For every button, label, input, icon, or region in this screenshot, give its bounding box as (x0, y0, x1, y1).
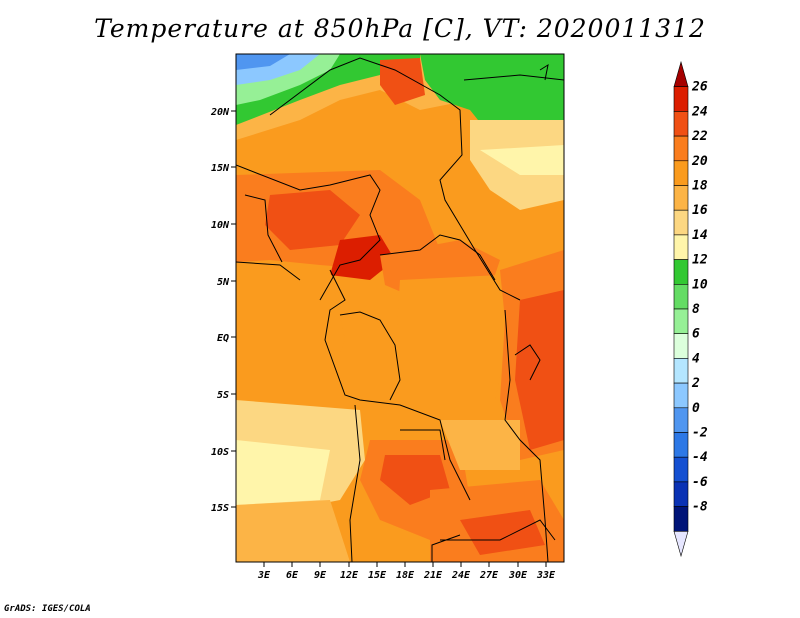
colorbar-label: 20 (691, 154, 708, 169)
colorbar-label: 24 (691, 104, 708, 119)
lon-label: 24E (451, 570, 471, 581)
credit-label: GrADS: IGES/COLA (4, 604, 91, 614)
colorbar-bin (673, 111, 689, 137)
colorbar-bin (673, 185, 689, 211)
colorbar-label: 8 (692, 302, 700, 317)
colorbar-bin (673, 358, 689, 384)
colorbar-label: 2 (691, 376, 700, 391)
colorbar-bin (673, 86, 689, 112)
colorbar-bin (673, 407, 689, 433)
colorbar-label: 18 (692, 179, 708, 194)
colorbar-label: 26 (691, 80, 708, 95)
lat-label: 10N (211, 220, 230, 231)
colorbar-label: 22 (691, 129, 708, 144)
colorbar-bin (673, 456, 689, 483)
lon-label: 30E (508, 570, 528, 581)
colorbar-label: 6 (692, 327, 700, 342)
lon-label: 3E (257, 570, 271, 581)
colorbar-bin (673, 60, 689, 87)
lon-label: 18E (396, 570, 415, 581)
colorbar-bin (673, 209, 689, 236)
chart-title: Temperature at 850hPa [C], VT: 202001131… (94, 14, 706, 43)
colorbar-label: 16 (692, 203, 708, 218)
lon-axis: 3E 6E 9E 12E 15E 18E 21E 24E 27E 30E 33E (257, 562, 556, 581)
colorbar-bin (673, 135, 689, 162)
lon-label: 9E (314, 570, 327, 581)
colorbar-bin (673, 530, 689, 558)
lon-label: 6E (286, 570, 299, 581)
lat-label: 20N (210, 107, 230, 118)
colorbar-label: -6 (692, 475, 708, 490)
colorbar-bin (673, 382, 689, 409)
lon-label: 15E (368, 570, 387, 581)
colorbar-label: -4 (692, 450, 708, 465)
colorbar-bin (673, 506, 689, 532)
lat-label: 5S (217, 390, 229, 401)
lon-label: 33E (536, 570, 556, 581)
lat-label: 15N (211, 163, 230, 174)
lon-label: 12E (340, 570, 359, 581)
colorbar-label: 12 (692, 253, 708, 268)
lat-axis: 20N 15N 10N 5N EQ 5S 10S 15S (210, 107, 236, 514)
lat-label: 5N (217, 277, 230, 288)
colorbar-bin (673, 308, 689, 335)
colorbar-bin (673, 481, 689, 507)
colorbar-label: -8 (692, 500, 708, 515)
temperature-field (236, 54, 564, 562)
lat-label: 15S (211, 503, 229, 514)
colorbar-label: 4 (692, 351, 700, 366)
country-borders (236, 57, 564, 562)
colorbar-label: 10 (692, 277, 708, 292)
colorbar-bin (673, 259, 689, 285)
colorbar-bin (673, 160, 689, 186)
lat-label: EQ (217, 333, 229, 344)
lon-label: 21E (423, 570, 443, 581)
colorbar-bin (673, 283, 689, 310)
colorbar-label: 14 (692, 228, 708, 243)
colorbar-bin (673, 333, 689, 359)
lon-label: 27E (479, 570, 499, 581)
colorbar-bin (673, 234, 689, 260)
map-frame (235, 53, 565, 563)
colorbar-bin (673, 432, 689, 458)
lat-label: 10S (211, 447, 229, 458)
colorbar-label: -2 (692, 426, 708, 441)
colorbar-label: 0 (692, 401, 700, 416)
